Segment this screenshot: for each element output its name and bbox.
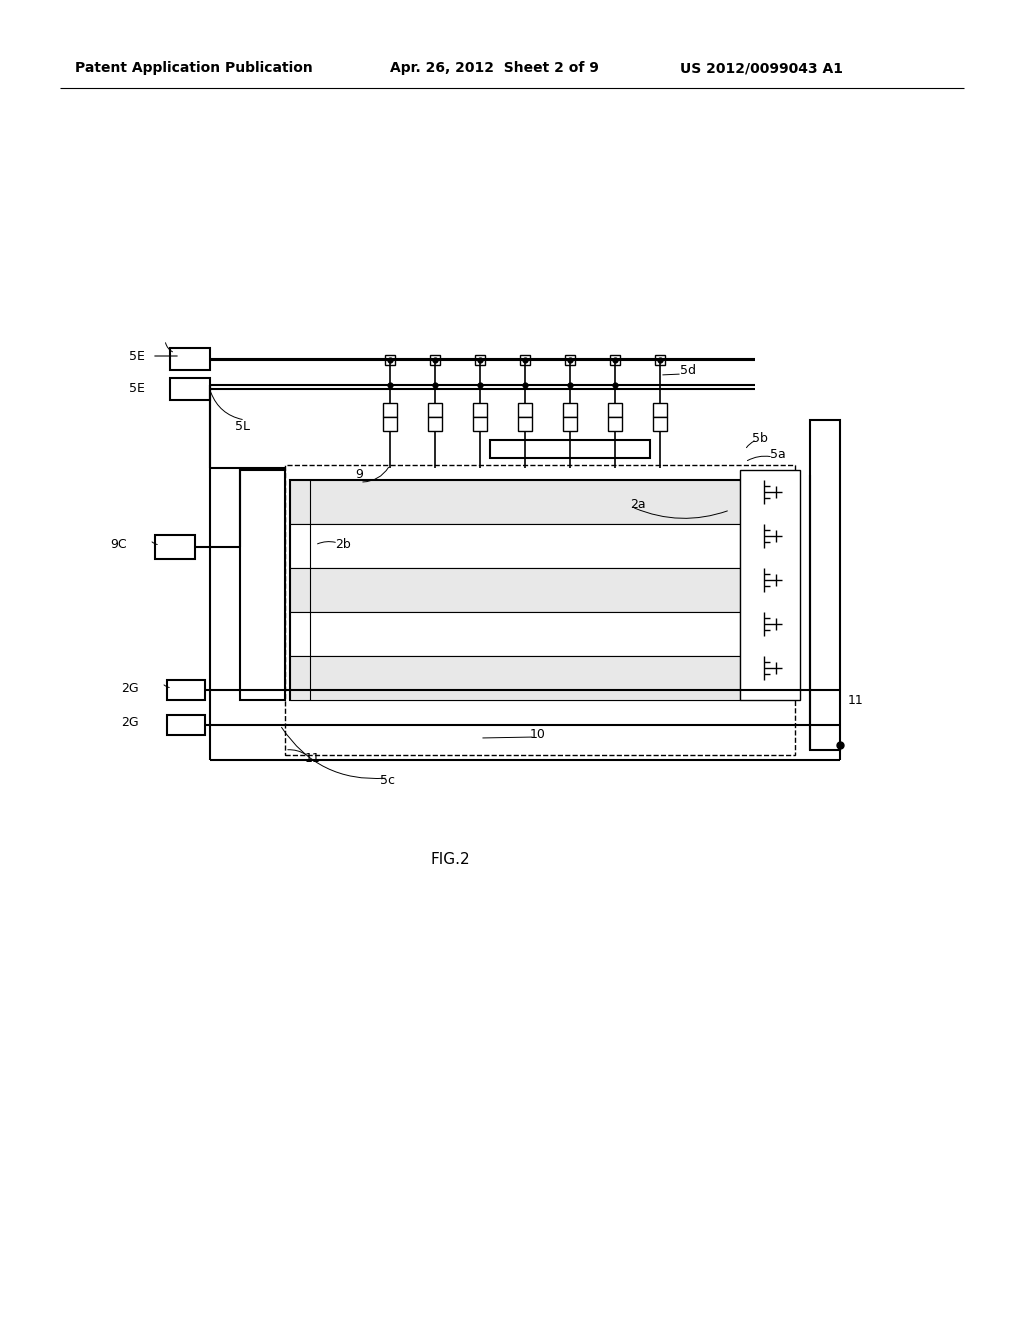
Bar	[170, 378, 210, 400]
Bar	[608, 403, 622, 417]
Text: 9C: 9C	[111, 539, 127, 552]
Text: Apr. 26, 2012  Sheet 2 of 9: Apr. 26, 2012 Sheet 2 of 9	[390, 61, 599, 75]
Bar	[285, 465, 795, 755]
Bar	[610, 355, 620, 366]
Bar	[563, 417, 577, 432]
Text: 2a: 2a	[630, 499, 645, 511]
Text: US 2012/0099043 A1: US 2012/0099043 A1	[680, 61, 843, 75]
Text: 11: 11	[305, 751, 321, 764]
Text: 10: 10	[530, 729, 546, 742]
Text: Patent Application Publication: Patent Application Publication	[75, 61, 312, 75]
Bar	[428, 417, 442, 432]
Text: 5E: 5E	[129, 383, 145, 396]
Bar	[520, 355, 530, 366]
Bar	[473, 403, 487, 417]
Bar	[240, 470, 285, 700]
Text: 5d: 5d	[680, 363, 696, 376]
Bar	[563, 403, 577, 417]
Bar	[473, 417, 487, 432]
Text: 5L: 5L	[234, 421, 250, 433]
Bar	[383, 403, 397, 417]
Bar	[608, 417, 622, 432]
Bar	[290, 524, 740, 568]
Text: 2G: 2G	[122, 717, 139, 730]
Text: 5E: 5E	[129, 350, 145, 363]
Bar	[290, 480, 740, 700]
Bar	[653, 403, 667, 417]
Bar	[428, 403, 442, 417]
Bar	[167, 680, 205, 700]
Bar	[167, 715, 205, 735]
Text: 5a: 5a	[770, 449, 785, 462]
Bar	[385, 355, 395, 366]
Bar	[653, 417, 667, 432]
Bar	[430, 355, 440, 366]
Text: 5c: 5c	[380, 774, 395, 787]
Bar	[475, 355, 485, 366]
Bar	[518, 403, 532, 417]
Bar	[290, 656, 740, 700]
Bar	[383, 417, 397, 432]
Text: FIG.2: FIG.2	[430, 853, 470, 867]
Bar	[518, 417, 532, 432]
Bar	[490, 440, 650, 458]
Text: 2G: 2G	[122, 681, 139, 694]
Bar	[740, 470, 800, 700]
Bar	[170, 348, 210, 370]
Text: 2b: 2b	[335, 539, 351, 552]
Bar	[655, 355, 665, 366]
Bar	[155, 535, 195, 558]
Bar	[810, 420, 840, 750]
Bar	[565, 355, 575, 366]
Bar	[290, 480, 740, 524]
Text: 11: 11	[848, 693, 864, 706]
Text: 5b: 5b	[752, 432, 768, 445]
Bar	[290, 568, 740, 612]
Bar	[290, 612, 740, 656]
Text: 9: 9	[355, 469, 362, 482]
